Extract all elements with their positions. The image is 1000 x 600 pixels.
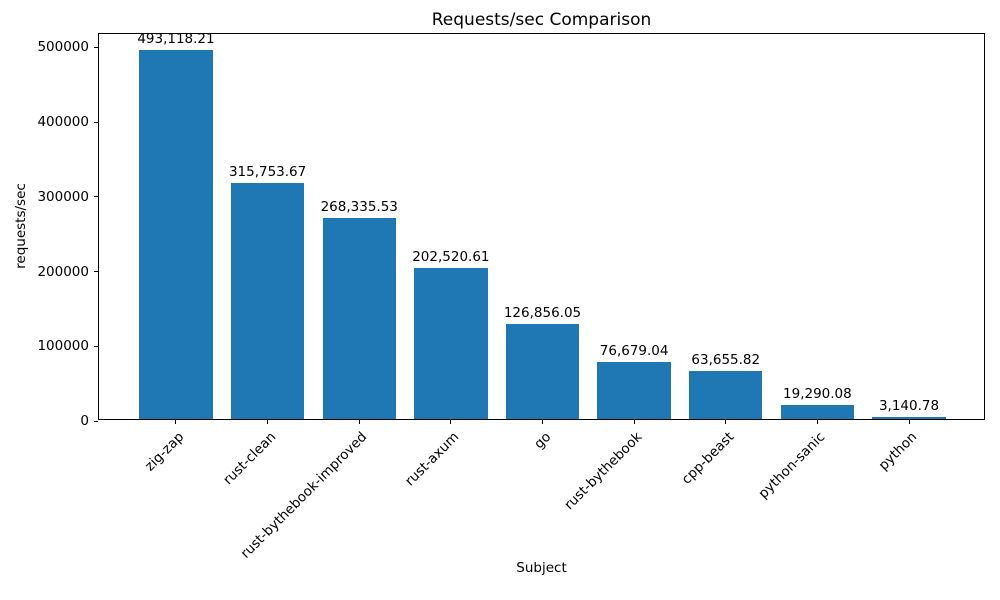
bar-value-label: 268,335.53 — [320, 199, 398, 216]
bar-rust-bythebook-improved — [322, 218, 396, 419]
y-tick-label: 300000 — [37, 188, 89, 205]
x-tick-mark — [450, 420, 452, 424]
x-tick-mark — [267, 420, 269, 424]
bar-rust-clean — [230, 183, 305, 419]
plot-area: 0 100000 200000 300000 400000 500000 493,118.2… — [37, 31, 985, 562]
y-tick-label: 500000 — [37, 39, 89, 56]
x-axis-label: Subject — [516, 560, 567, 576]
y-tick-mark — [94, 345, 98, 347]
y-tick-label: 0 — [80, 413, 89, 429]
y-tick-label: 400000 — [37, 114, 89, 131]
bar-python — [872, 416, 946, 419]
bar-value-label: 19,290.08 — [783, 385, 852, 402]
bar-value-label: 202,520.61 — [412, 248, 490, 265]
bar-value-label: 126,856.05 — [503, 305, 582, 322]
bar-value-label: 493,118.21 — [137, 31, 215, 48]
bar-value-label: 76,679.04 — [599, 342, 669, 359]
bar-value-label: 3,140.78 — [878, 397, 940, 414]
x-tick-mark — [908, 420, 910, 424]
x-tick-mark — [358, 420, 360, 424]
x-tick-mark — [725, 420, 727, 424]
y-tick-label: 100000 — [37, 338, 89, 355]
bar-value-label: 315,753.67 — [228, 164, 307, 180]
bar-go — [505, 324, 580, 419]
y-axis-label: requests/sec — [13, 183, 29, 269]
y-tick-mark — [94, 271, 98, 272]
bar-rust-axum — [414, 267, 488, 419]
y-tick-label: 200000 — [37, 263, 89, 280]
y-tick-mark — [94, 121, 98, 123]
chart-title: Requests/sec Comparison — [431, 10, 652, 30]
bar-value-label: 63,655.82 — [691, 352, 761, 369]
x-tick-mark — [175, 420, 177, 424]
x-tick-mark — [542, 420, 543, 424]
bar-zig-zap — [139, 50, 213, 419]
y-tick-mark — [94, 196, 98, 198]
bar-python-sanic — [780, 404, 855, 419]
bar-rust-bythebook — [597, 361, 671, 419]
y-tick-mark — [94, 46, 98, 48]
y-tick-mark — [94, 420, 98, 422]
bar-cpp-beast — [689, 371, 763, 419]
x-tick-mark — [816, 420, 818, 424]
x-tick-mark — [633, 420, 635, 424]
